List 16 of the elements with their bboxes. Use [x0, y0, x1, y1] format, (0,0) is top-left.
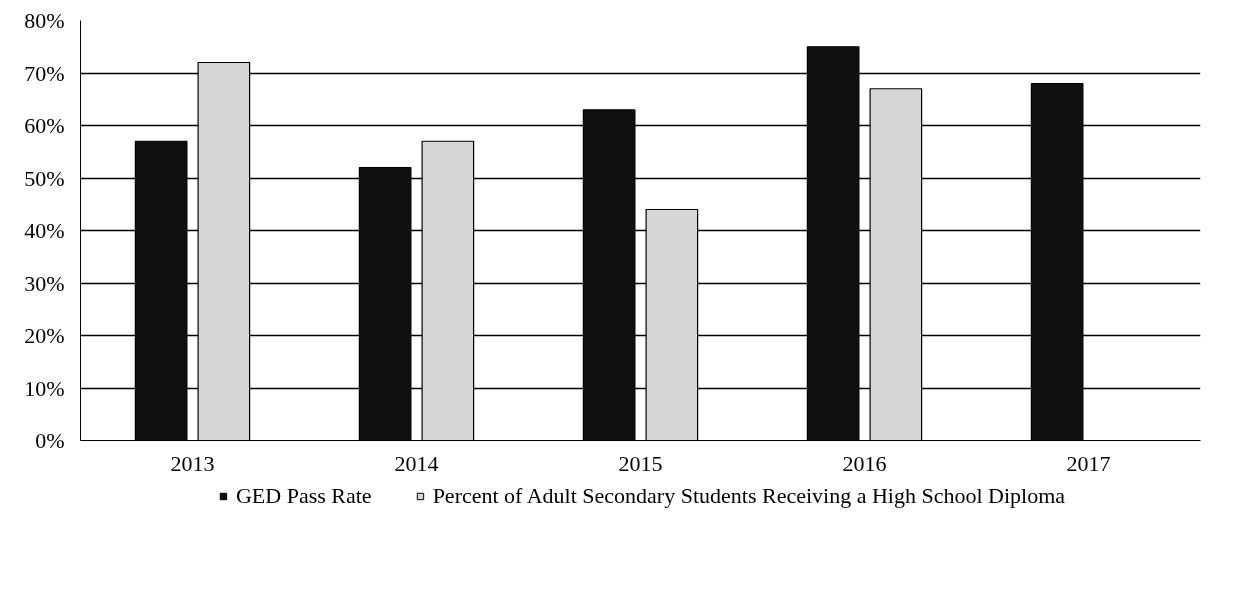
y-tick-label: 30% — [24, 270, 65, 296]
y-tick-label: 80% — [24, 8, 65, 33]
x-tick-label: 2014 — [394, 450, 439, 476]
y-tick-label: 20% — [24, 323, 65, 348]
y-tick-label: 60% — [24, 113, 65, 138]
y-tick-label: 50% — [24, 165, 65, 191]
y-tick-label: 40% — [24, 218, 65, 243]
x-tick-label: 2016 — [842, 450, 887, 476]
x-tick-label: 2013 — [170, 450, 215, 476]
x-tick-label: 2017 — [1066, 450, 1111, 476]
x-tick-label: 2015 — [618, 450, 663, 476]
legend-label: Percent of Adult Secondary Students Receiving a High School Diploma — [432, 482, 1066, 509]
legend-label: GED Pass Rate — [235, 482, 372, 509]
y-tick-label: 0% — [35, 428, 65, 453]
y-tick-label: 10% — [24, 375, 65, 401]
y-tick-label: 70% — [24, 60, 65, 86]
